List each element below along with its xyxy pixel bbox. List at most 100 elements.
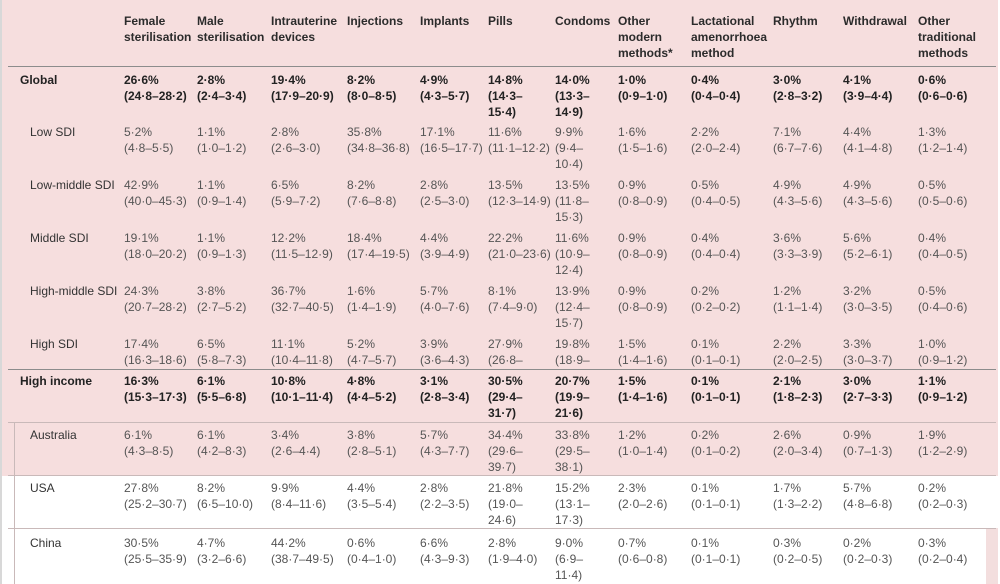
cell-interval: (17·9–20·9)	[271, 89, 334, 103]
table-cell: 5·2% (4·8–5·5)	[124, 124, 173, 156]
page-edge	[0, 0, 2, 584]
cell-value: 18·4%	[347, 231, 382, 245]
cell-value: 3·8%	[347, 428, 376, 442]
cell-interval: (0·9–1·3)	[197, 247, 247, 261]
table-cell: 33·8% (29·5– 38·1)	[555, 427, 590, 475]
cell-value: 2·8%	[197, 73, 226, 87]
cell-value: 11·1%	[271, 337, 305, 351]
table-cell: 34·4% (29·6– 39·7)	[488, 427, 523, 475]
table-cell: 11·1% (10·4–11·8)	[271, 336, 333, 368]
table-cell: 2·8% (2·4–3·4)	[197, 72, 246, 104]
column-header: Female sterilisation	[124, 13, 191, 45]
cell-interval: (24·8–28·2)	[124, 89, 187, 103]
cell-value: 22·2%	[488, 231, 523, 245]
column-header: Rhythm	[773, 13, 818, 29]
table-cell: 20·7% (19·9– 21·6)	[555, 373, 590, 421]
table-cell: 16·3% (15·3–17·3)	[124, 373, 187, 405]
cell-interval: (4·7–5·7)	[347, 353, 397, 367]
cell-interval: (5·2–6·1)	[843, 247, 893, 261]
cell-interval: 15·4)	[488, 105, 517, 119]
cell-interval: (2·8–3·2)	[773, 89, 823, 103]
cell-interval: (0·4–0·5)	[918, 247, 968, 261]
row-label: Low SDI	[30, 125, 76, 139]
table-cell: 0·6% (0·6–0·6)	[918, 72, 967, 104]
cell-interval: (34·8–36·8)	[347, 141, 410, 155]
cell-value: 4·9%	[420, 73, 449, 87]
cell-value: 5·6%	[843, 231, 872, 245]
row-label: High SDI	[30, 337, 79, 351]
cell-interval: (1·2–2·9)	[918, 444, 968, 458]
table-cell: 0·5% (0·4–0·5)	[691, 177, 740, 209]
cell-value: 35·8%	[347, 125, 382, 139]
cell-value: 2·3%	[618, 481, 647, 495]
table-cell: 9·0% (6·9– 11·4)	[555, 535, 583, 583]
cell-interval: (4·3–5·6)	[773, 194, 823, 208]
table-cell: 0·3% (0·2–0·5)	[773, 535, 822, 567]
cell-interval: (11·1–12·2)	[488, 141, 550, 155]
cell-interval: (7·4–9·0)	[488, 300, 538, 314]
cell-value: 7·1%	[773, 125, 802, 139]
cell-interval: (0·9–1·2)	[918, 390, 968, 404]
cell-value: 5·2%	[124, 125, 153, 139]
cell-value: 13·5%	[555, 178, 590, 192]
cell-value: 19·1%	[124, 231, 159, 245]
table-cell: 0·9% (0·7–1·3)	[843, 427, 892, 459]
table-cell: 8·2% (6·5–10·0)	[197, 480, 253, 512]
column-header: Male sterilisation	[197, 13, 264, 45]
table-cell: 4·7% (3·2–6·6)	[197, 535, 246, 567]
table-cell: 0·1% (0·1–0·1)	[691, 336, 740, 368]
cell-interval: (3·0–3·7)	[843, 353, 893, 367]
table-cell: 1·5% (1·4–1·6)	[618, 373, 667, 405]
cell-value: 24·3%	[124, 284, 159, 298]
column-header-line: method	[691, 46, 735, 60]
cell-value: 14·0%	[555, 73, 590, 87]
cell-interval: (1·3–2·2)	[773, 497, 823, 511]
table-cell: 1·1% (0·9–1·3)	[197, 230, 246, 262]
cell-interval: (12·4–	[555, 300, 590, 314]
cell-value: 0·7%	[618, 536, 647, 550]
cell-interval: (0·8–0·9)	[618, 194, 668, 208]
table-cell: 9·9% (8·4–11·6)	[271, 480, 326, 512]
cell-value: 0·6%	[347, 536, 376, 550]
cell-value: 33·8%	[555, 428, 590, 442]
table-cell: 0·4% (0·4–0·4)	[691, 72, 740, 104]
table-cell: 2·3% (2·0–2·6)	[618, 480, 667, 512]
column-header: Injections	[347, 13, 403, 29]
cell-interval: (0·2–0·3)	[843, 552, 893, 566]
cell-interval: (20·7–28·2)	[124, 300, 187, 314]
row-divider	[8, 66, 996, 67]
cell-interval: (4·1–4·8)	[843, 141, 893, 155]
cell-interval: (10·1–11·4)	[271, 390, 334, 404]
table-cell: 22·2% (21·0–23·6)	[488, 230, 551, 262]
cell-value: 0·6%	[918, 73, 947, 87]
table-cell: 19·4% (17·9–20·9)	[271, 72, 334, 104]
cell-value: 26·6%	[124, 73, 159, 87]
table-cell: 3·4% (2·6–4·4)	[271, 427, 320, 459]
table-cell: 44·2% (38·7–49·5)	[271, 535, 334, 567]
cell-value: 1·2%	[618, 428, 647, 442]
cell-value: 3·4%	[271, 428, 300, 442]
table-cell: 3·0% (2·8–3·2)	[773, 72, 822, 104]
cell-interval: (4·3–5·7)	[420, 89, 470, 103]
cell-interval: 24·6)	[488, 513, 517, 527]
cell-interval: (5·5–6·8)	[197, 390, 247, 404]
cell-value: 14·8%	[488, 73, 523, 87]
cell-interval: (0·1–0·1)	[691, 353, 741, 367]
cell-interval: (2·0–2·6)	[618, 497, 668, 511]
cell-interval: (0·2–0·2)	[691, 300, 741, 314]
column-header-line: modern	[618, 30, 663, 44]
cell-interval: (8·0–8·5)	[347, 89, 397, 103]
row-edge	[14, 529, 15, 584]
cell-value: 17·1%	[420, 125, 455, 139]
cell-interval: (0·2–0·4)	[918, 552, 968, 566]
cell-value: 8·2%	[197, 481, 226, 495]
row-label: High-middle SDI	[30, 284, 118, 298]
cell-value: 0·2%	[691, 284, 720, 298]
table-cell: 5·7% (4·3–7·7)	[420, 427, 469, 459]
cell-value: 1·9%	[918, 428, 947, 442]
cell-value: 2·6%	[773, 428, 802, 442]
cell-interval: (1·5–1·6)	[618, 141, 668, 155]
cell-interval: (19·0–	[488, 497, 523, 511]
cell-interval: (3·6–4·3)	[420, 353, 470, 367]
row-label: Middle SDI	[30, 231, 89, 245]
